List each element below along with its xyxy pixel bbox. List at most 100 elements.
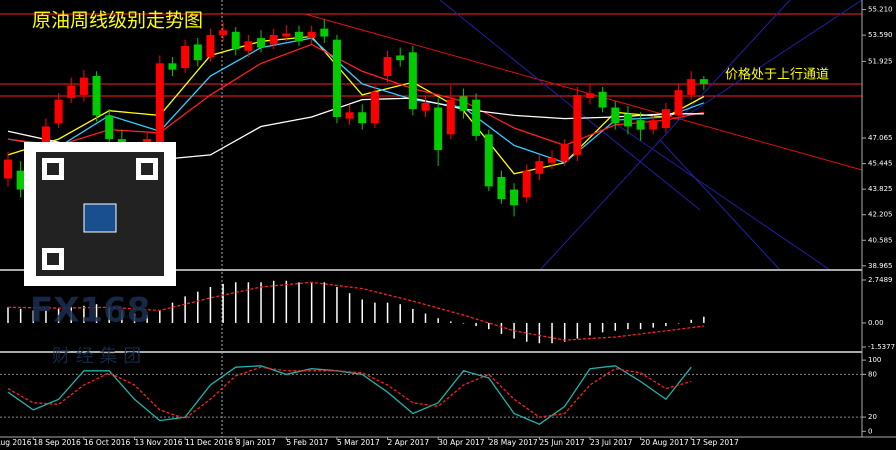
macd-bar — [171, 302, 174, 323]
candle-body — [661, 109, 670, 129]
macd-bar — [703, 316, 705, 323]
x-tick-label: 25 Jun 2017 — [539, 438, 584, 447]
macd-bar — [146, 315, 148, 323]
macd-bar — [32, 310, 35, 323]
candle-body — [446, 99, 455, 135]
moving-average — [7, 37, 705, 164]
candle-body — [155, 63, 164, 143]
candle-body — [282, 33, 291, 37]
x-tick-label: 11 Dec 2016 — [185, 438, 233, 447]
candle-body — [434, 107, 443, 151]
candle-body — [687, 79, 696, 95]
y-tick-label: 2.7489 — [868, 276, 893, 284]
macd-bar — [601, 322, 604, 333]
candle-body — [598, 91, 607, 108]
x-tick-label: 28 May 2017 — [489, 438, 538, 447]
macd-bar — [665, 322, 667, 327]
candle-body — [497, 176, 506, 200]
candle-body — [636, 120, 645, 130]
moving-average — [7, 43, 705, 147]
macd-bar — [437, 318, 439, 323]
candle-body — [510, 189, 519, 206]
y-tick-label: 38.965 — [868, 262, 893, 270]
x-tick-label: 30 Apr 2017 — [438, 438, 485, 447]
candle-body — [181, 46, 190, 69]
macd-bar — [70, 307, 73, 323]
candle-body — [421, 102, 430, 111]
macd-bar — [424, 313, 427, 323]
macd-bar — [563, 322, 566, 342]
x-tick-label: Aug 2016 — [0, 438, 32, 447]
y-tick-label: 80 — [868, 370, 877, 378]
qr-logo — [83, 203, 117, 233]
y-tick-label: 0.00 — [868, 319, 884, 327]
watermark-sub: 财 经 集 团 — [52, 346, 141, 367]
candle-body — [67, 85, 76, 99]
candle-body — [358, 112, 367, 124]
candle-body — [345, 112, 354, 119]
candle-body — [41, 126, 50, 151]
candle-body — [294, 31, 303, 42]
macd-bar — [652, 322, 654, 328]
candle-body — [472, 99, 481, 136]
macd-bar — [222, 283, 224, 323]
macd-bar — [589, 322, 591, 336]
candle-body — [193, 44, 202, 61]
candle-body — [560, 143, 569, 162]
chart-title: 原油周线级别走势图 — [32, 10, 203, 32]
macd-bar — [260, 282, 262, 323]
macd-bar — [57, 308, 60, 323]
candle-body — [219, 30, 228, 35]
candle-body — [396, 55, 405, 61]
stochastic-line — [7, 365, 692, 425]
macd-bar — [323, 282, 326, 323]
y-tick-label: 0 — [868, 427, 872, 435]
qr-finder — [47, 253, 59, 265]
x-tick-label: 17 Sep 2017 — [691, 438, 739, 447]
channel-line — [679, 0, 863, 121]
macd-bar — [690, 319, 692, 323]
candle-body — [522, 170, 531, 198]
candle-body — [548, 158, 557, 163]
x-tick-label: 13 Nov 2016 — [135, 438, 183, 447]
candle-body — [370, 91, 379, 124]
macd-bar — [576, 322, 579, 339]
macd-bar — [450, 321, 452, 323]
y-tick-label: 53.590 — [868, 31, 893, 39]
macd-bar — [488, 322, 490, 330]
qr-finder — [141, 163, 153, 175]
macd-bar — [184, 296, 186, 323]
candle-body — [611, 107, 620, 124]
annotation: 价格处于上行通道 — [725, 67, 829, 83]
candle-body — [535, 161, 544, 174]
macd-bar — [500, 322, 503, 334]
candle-body — [168, 63, 177, 70]
y-tick-label: 20 — [868, 413, 877, 421]
x-tick-label: 5 Mar 2017 — [337, 438, 380, 447]
stochastic-line — [7, 366, 692, 420]
macd-bar — [209, 287, 212, 323]
candle-body — [16, 170, 25, 190]
candle-body — [231, 31, 240, 50]
macd-bar — [475, 322, 477, 327]
macd-bar — [538, 322, 541, 344]
candle-body — [699, 79, 708, 84]
x-tick-label: 23 Jul 2017 — [590, 438, 633, 447]
candle-body — [105, 115, 114, 140]
signal-line — [7, 281, 704, 341]
macd-bar — [639, 322, 642, 330]
y-tick-label: 42.205 — [868, 211, 893, 219]
channel-line — [439, 0, 701, 211]
macd-bar — [19, 308, 22, 323]
moving-average — [7, 35, 705, 175]
candle-body — [54, 99, 63, 124]
macd-bar — [247, 282, 250, 323]
candle-body — [320, 28, 329, 37]
candle-body — [585, 93, 594, 99]
channel-line — [609, 119, 831, 271]
macd-bar — [159, 310, 161, 323]
channel-line — [539, 0, 791, 271]
candle-body — [674, 90, 683, 116]
macd-bar — [272, 280, 275, 323]
